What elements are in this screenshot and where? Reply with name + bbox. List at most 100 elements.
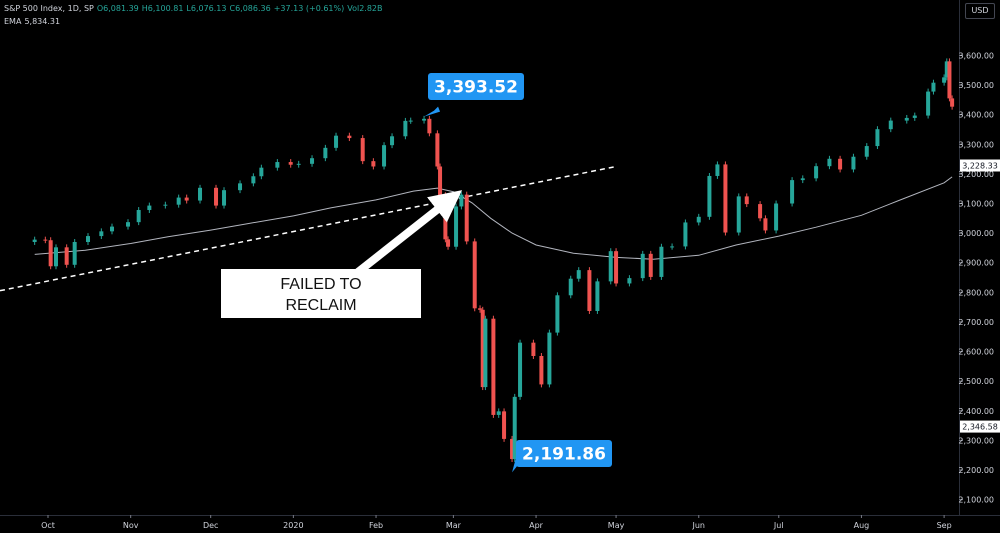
candle-body [72,241,77,265]
candle-body [382,145,387,167]
candle-body [723,164,728,233]
candle-body [800,178,805,181]
candle-body [163,204,168,206]
y-tick-label: 3,100.00 [958,200,994,209]
candle-body [64,247,69,265]
candle-body [288,162,293,165]
support-trendline[interactable] [0,165,617,292]
candle-body [323,147,328,159]
candle-body [435,133,440,167]
candle-body [512,396,517,460]
arrow-icon [355,190,463,276]
candle-body [184,197,189,201]
x-tick-label: Sep [937,521,952,530]
candle-body [539,355,544,385]
candle-body [251,176,256,184]
candle-body [496,411,501,415]
price-callout-box[interactable] [516,440,612,467]
y-tick-label: 2,400.00 [958,407,994,416]
legend-ema-row: EMA 5,834.31 [4,15,386,28]
currency-button[interactable]: USD [965,3,995,19]
candle-body [904,117,909,121]
candle-body [438,166,443,196]
candle-body [547,332,552,385]
candle-body [926,91,931,116]
candle-body [555,295,560,333]
failed-to-reclaim-box[interactable] [221,269,421,318]
y-tick-label: 2,600.00 [958,348,994,357]
price-callout-box[interactable] [428,73,524,100]
candle-body [568,278,573,296]
x-tick-label: Aug [854,521,870,530]
legend-open: O6,081.39 [96,4,139,13]
candle-body [790,180,795,204]
candle-body [296,163,301,165]
candle-body [427,118,432,134]
ema-line [34,176,953,260]
candle-body [587,270,592,311]
legend-low: L6,076.13 [186,4,227,13]
price-tag-label: 2,346.58 [962,423,998,432]
candle-body [198,187,203,201]
candle-body [950,98,955,107]
y-tick-label: 2,100.00 [958,496,994,505]
candle-body [334,135,339,148]
y-tick-label: 2,300.00 [958,436,994,445]
candle-body [99,231,104,237]
x-tick-label: Feb [369,521,383,530]
price-callout-label: 3,393.52 [434,78,518,98]
candle-body [408,120,413,122]
candle-body [403,120,408,137]
candle-body [110,226,115,232]
candle-body [510,438,515,460]
candle-body [176,197,181,205]
candle-body [715,164,720,176]
candle-body [478,308,483,310]
candle-body [454,206,459,247]
candle-body [864,146,869,157]
x-tick-label: May [608,521,625,530]
legend-symbol: S&P 500 Index, 1D, SP [4,4,94,13]
x-tick-label: Jun [691,521,705,530]
x-tick-label: Apr [529,521,544,530]
y-tick-label: 2,900.00 [958,259,994,268]
candle-body [310,158,315,164]
candle-body [54,247,59,267]
candle-body [814,166,819,179]
candle-body [32,239,37,242]
price-callout-label: 2,191.86 [522,445,606,465]
candle-body [659,246,664,277]
candle-body [147,205,152,211]
legend-ohlc-row: S&P 500 Index, 1D, SP O6,081.39 H6,100.81 L… [4,2,386,15]
y-tick-label: 3,200.00 [958,170,994,179]
legend-close: C6,086.36 [229,4,271,13]
candle-body [608,251,613,282]
candle-body [595,281,600,311]
y-tick-label: 3,600.00 [958,51,994,60]
candle-body [136,210,141,223]
x-tick-label: Dec [203,521,218,530]
candle-body [43,239,48,241]
candle-body [888,120,893,130]
candle-body [827,158,832,167]
candle-body [774,203,779,231]
x-tick-label: Mar [446,521,462,530]
candle-body [640,253,645,279]
candle-body [459,194,464,207]
candle-body [736,196,741,233]
x-tick-label: 2020 [283,521,303,530]
candle-body [126,222,131,227]
candle-body [944,61,949,78]
candle-body [838,158,843,170]
candle-body [614,251,619,284]
candle-body [912,115,917,118]
x-tick-label: Nov [123,521,139,530]
price-tag-label: 3,228.33 [962,162,998,171]
candle-body [371,161,376,167]
candle-body [446,239,451,247]
candle-body [275,162,280,168]
x-tick-label: Jul [773,521,784,530]
y-tick-label: 2,200.00 [958,466,994,475]
candle-body [931,82,936,92]
